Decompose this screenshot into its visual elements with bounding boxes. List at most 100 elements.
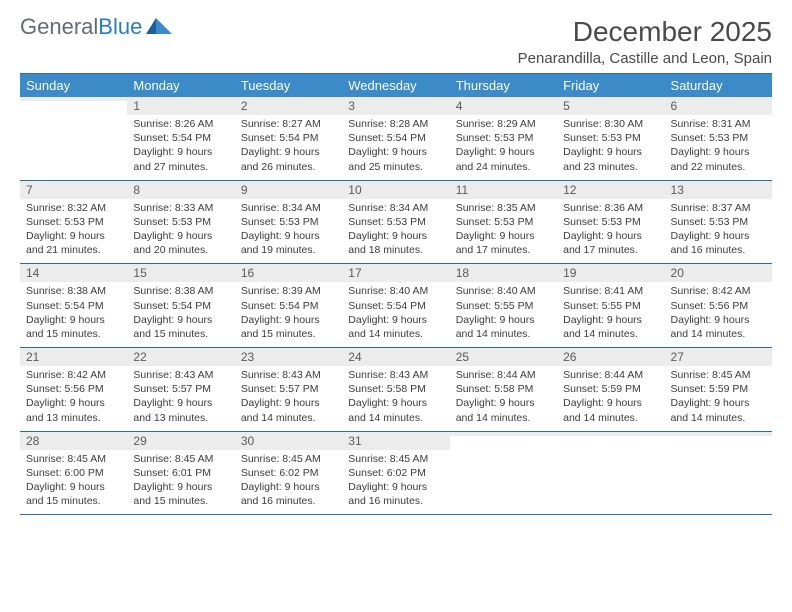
day-details: Sunrise: 8:44 AMSunset: 5:59 PMDaylight:… bbox=[557, 366, 664, 431]
detail-line: and 13 minutes. bbox=[26, 411, 121, 425]
detail-line: Daylight: 9 hours bbox=[26, 396, 121, 410]
day-number: 30 bbox=[235, 432, 342, 450]
day-header: Saturday bbox=[665, 74, 772, 98]
day-details: Sunrise: 8:27 AMSunset: 5:54 PMDaylight:… bbox=[235, 115, 342, 180]
day-details: Sunrise: 8:34 AMSunset: 5:53 PMDaylight:… bbox=[342, 199, 449, 264]
day-cell: 27Sunrise: 8:45 AMSunset: 5:59 PMDayligh… bbox=[665, 348, 772, 432]
day-details: Sunrise: 8:31 AMSunset: 5:53 PMDaylight:… bbox=[665, 115, 772, 180]
detail-line: Daylight: 9 hours bbox=[133, 145, 228, 159]
detail-line: Daylight: 9 hours bbox=[671, 145, 766, 159]
day-number: 26 bbox=[557, 348, 664, 366]
day-details: Sunrise: 8:43 AMSunset: 5:58 PMDaylight:… bbox=[342, 366, 449, 431]
day-number: 7 bbox=[20, 181, 127, 199]
detail-line: Sunset: 5:57 PM bbox=[133, 382, 228, 396]
day-header: Sunday bbox=[20, 74, 127, 98]
day-cell: 19Sunrise: 8:41 AMSunset: 5:55 PMDayligh… bbox=[557, 264, 664, 348]
day-details: Sunrise: 8:37 AMSunset: 5:53 PMDaylight:… bbox=[665, 199, 772, 264]
detail-line: and 20 minutes. bbox=[133, 243, 228, 257]
detail-line: Daylight: 9 hours bbox=[456, 396, 551, 410]
day-details: Sunrise: 8:45 AMSunset: 6:01 PMDaylight:… bbox=[127, 450, 234, 515]
detail-line: Sunrise: 8:45 AM bbox=[348, 452, 443, 466]
day-cell bbox=[20, 97, 127, 180]
day-details: Sunrise: 8:29 AMSunset: 5:53 PMDaylight:… bbox=[450, 115, 557, 180]
day-number: 19 bbox=[557, 264, 664, 282]
detail-line: Daylight: 9 hours bbox=[671, 229, 766, 243]
detail-line: Sunset: 5:53 PM bbox=[241, 215, 336, 229]
detail-line: Sunset: 5:58 PM bbox=[348, 382, 443, 396]
detail-line: Daylight: 9 hours bbox=[26, 480, 121, 494]
detail-line: Sunset: 6:01 PM bbox=[133, 466, 228, 480]
detail-line: and 14 minutes. bbox=[241, 411, 336, 425]
day-details: Sunrise: 8:45 AMSunset: 6:02 PMDaylight:… bbox=[235, 450, 342, 515]
detail-line: Daylight: 9 hours bbox=[241, 313, 336, 327]
detail-line: and 14 minutes. bbox=[563, 411, 658, 425]
detail-line: and 14 minutes. bbox=[456, 411, 551, 425]
day-number: 16 bbox=[235, 264, 342, 282]
day-number: 24 bbox=[342, 348, 449, 366]
detail-line: Sunset: 6:02 PM bbox=[241, 466, 336, 480]
day-details: Sunrise: 8:42 AMSunset: 5:56 PMDaylight:… bbox=[20, 366, 127, 431]
day-cell: 8Sunrise: 8:33 AMSunset: 5:53 PMDaylight… bbox=[127, 180, 234, 264]
day-cell: 9Sunrise: 8:34 AMSunset: 5:53 PMDaylight… bbox=[235, 180, 342, 264]
detail-line: Sunset: 5:53 PM bbox=[671, 215, 766, 229]
day-cell: 6Sunrise: 8:31 AMSunset: 5:53 PMDaylight… bbox=[665, 97, 772, 180]
detail-line: Daylight: 9 hours bbox=[348, 313, 443, 327]
day-cell bbox=[450, 431, 557, 515]
day-cell: 12Sunrise: 8:36 AMSunset: 5:53 PMDayligh… bbox=[557, 180, 664, 264]
detail-line: and 15 minutes. bbox=[133, 494, 228, 508]
detail-line: Sunset: 5:53 PM bbox=[133, 215, 228, 229]
day-cell: 22Sunrise: 8:43 AMSunset: 5:57 PMDayligh… bbox=[127, 348, 234, 432]
detail-line: and 14 minutes. bbox=[348, 411, 443, 425]
day-details bbox=[557, 436, 664, 496]
week-row: 28Sunrise: 8:45 AMSunset: 6:00 PMDayligh… bbox=[20, 431, 772, 515]
detail-line: Sunset: 5:54 PM bbox=[241, 299, 336, 313]
detail-line: Sunrise: 8:30 AM bbox=[563, 117, 658, 131]
day-number: 4 bbox=[450, 97, 557, 115]
day-header: Tuesday bbox=[235, 74, 342, 98]
day-cell: 23Sunrise: 8:43 AMSunset: 5:57 PMDayligh… bbox=[235, 348, 342, 432]
detail-line: Daylight: 9 hours bbox=[241, 396, 336, 410]
day-details: Sunrise: 8:35 AMSunset: 5:53 PMDaylight:… bbox=[450, 199, 557, 264]
detail-line: Daylight: 9 hours bbox=[133, 480, 228, 494]
detail-line: Daylight: 9 hours bbox=[133, 229, 228, 243]
day-cell: 30Sunrise: 8:45 AMSunset: 6:02 PMDayligh… bbox=[235, 431, 342, 515]
day-details: Sunrise: 8:41 AMSunset: 5:55 PMDaylight:… bbox=[557, 282, 664, 347]
day-number: 3 bbox=[342, 97, 449, 115]
day-number: 18 bbox=[450, 264, 557, 282]
day-details: Sunrise: 8:40 AMSunset: 5:55 PMDaylight:… bbox=[450, 282, 557, 347]
day-number: 14 bbox=[20, 264, 127, 282]
day-number: 27 bbox=[665, 348, 772, 366]
detail-line: Daylight: 9 hours bbox=[348, 229, 443, 243]
detail-line: Sunrise: 8:43 AM bbox=[241, 368, 336, 382]
detail-line: Daylight: 9 hours bbox=[348, 396, 443, 410]
week-row: 21Sunrise: 8:42 AMSunset: 5:56 PMDayligh… bbox=[20, 348, 772, 432]
detail-line: Sunrise: 8:42 AM bbox=[671, 284, 766, 298]
detail-line: Daylight: 9 hours bbox=[563, 145, 658, 159]
detail-line: Sunset: 5:53 PM bbox=[348, 215, 443, 229]
detail-line: Sunset: 6:02 PM bbox=[348, 466, 443, 480]
detail-line: and 18 minutes. bbox=[348, 243, 443, 257]
detail-line: and 14 minutes. bbox=[671, 411, 766, 425]
detail-line: Sunrise: 8:33 AM bbox=[133, 201, 228, 215]
detail-line: and 14 minutes. bbox=[563, 327, 658, 341]
detail-line: Sunset: 5:54 PM bbox=[241, 131, 336, 145]
detail-line: Sunrise: 8:27 AM bbox=[241, 117, 336, 131]
detail-line: Sunrise: 8:37 AM bbox=[671, 201, 766, 215]
day-header: Monday bbox=[127, 74, 234, 98]
day-cell: 28Sunrise: 8:45 AMSunset: 6:00 PMDayligh… bbox=[20, 431, 127, 515]
day-number: 2 bbox=[235, 97, 342, 115]
detail-line: Daylight: 9 hours bbox=[241, 145, 336, 159]
detail-line: Sunset: 5:54 PM bbox=[26, 299, 121, 313]
calendar-table: Sunday Monday Tuesday Wednesday Thursday… bbox=[20, 73, 772, 515]
logo: GeneralBlue bbox=[20, 16, 172, 38]
day-number: 12 bbox=[557, 181, 664, 199]
day-number: 28 bbox=[20, 432, 127, 450]
day-cell: 4Sunrise: 8:29 AMSunset: 5:53 PMDaylight… bbox=[450, 97, 557, 180]
week-row: 1Sunrise: 8:26 AMSunset: 5:54 PMDaylight… bbox=[20, 97, 772, 180]
day-cell: 1Sunrise: 8:26 AMSunset: 5:54 PMDaylight… bbox=[127, 97, 234, 180]
detail-line: Daylight: 9 hours bbox=[671, 396, 766, 410]
day-number: 6 bbox=[665, 97, 772, 115]
day-number: 5 bbox=[557, 97, 664, 115]
detail-line: and 14 minutes. bbox=[348, 327, 443, 341]
detail-line: Daylight: 9 hours bbox=[241, 480, 336, 494]
